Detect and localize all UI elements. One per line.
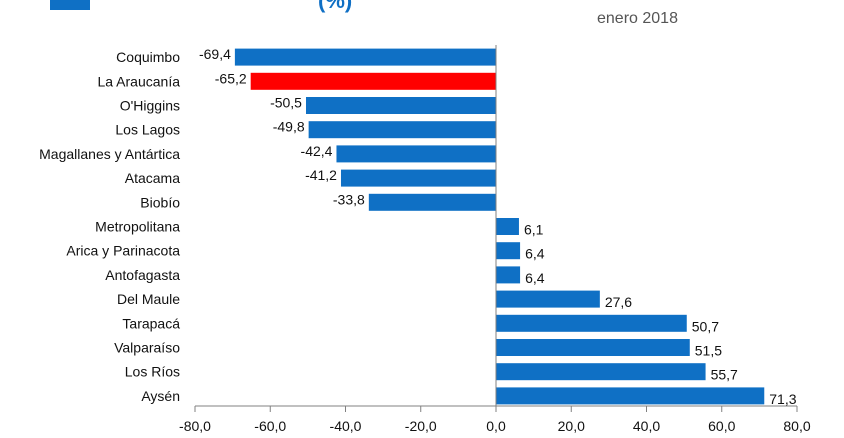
x-tick-label: 0,0	[486, 418, 506, 434]
bar	[336, 145, 496, 163]
category-label: Biobío	[140, 194, 180, 210]
category-label: Aysén	[141, 388, 180, 404]
value-label: 71,3	[769, 391, 796, 407]
bar	[340, 169, 496, 187]
category-label: Metropolitana	[95, 219, 180, 235]
value-label: 50,7	[692, 318, 719, 334]
category-label: Coquimbo	[116, 49, 180, 65]
bar	[496, 314, 687, 332]
value-label: -41,2	[305, 167, 337, 183]
chart-title-fragment: (%)	[318, 0, 353, 13]
value-label: -42,4	[301, 143, 333, 159]
bar	[496, 218, 519, 235]
x-tick-label: -20,0	[405, 418, 437, 434]
bar	[368, 193, 496, 211]
category-label: Los Lagos	[115, 122, 180, 138]
period-label: enero 2018	[597, 10, 678, 27]
x-tick-label: -60,0	[254, 418, 286, 434]
x-tick-label: -40,0	[330, 418, 362, 434]
category-label: O'Higgins	[120, 98, 180, 114]
legend-swatch	[50, 0, 90, 10]
category-label: Arica y Parinacota	[66, 243, 180, 259]
bar	[496, 266, 521, 284]
labels-layer: Coquimbo -69,4 La Araucanía -65,2 O'Higgins -…	[39, 46, 797, 407]
category-label: Atacama	[125, 170, 180, 186]
value-label: 6,4	[525, 246, 545, 262]
value-label: -33,8	[333, 191, 365, 207]
bar	[496, 387, 765, 405]
bar	[305, 97, 496, 114]
bar	[308, 121, 496, 139]
category-label: Tarapacá	[122, 315, 180, 331]
category-label: Valparaíso	[114, 340, 180, 356]
bar	[496, 242, 521, 260]
x-tick-label: 60,0	[708, 418, 735, 434]
category-label: Antofagasta	[105, 267, 180, 283]
category-label: La Araucanía	[97, 73, 180, 89]
x-tick-label: 80,0	[783, 418, 810, 434]
bar	[250, 72, 496, 90]
category-label: Los Ríos	[125, 364, 180, 380]
x-tick-label: 40,0	[633, 418, 660, 434]
bar	[496, 290, 600, 308]
bar	[234, 48, 496, 66]
category-label: Del Maule	[117, 291, 180, 307]
bars-layer	[234, 48, 765, 405]
x-tick-label: -80,0	[179, 418, 211, 434]
value-label: 55,7	[711, 367, 738, 383]
value-label: 51,5	[695, 343, 722, 359]
bar	[496, 363, 706, 381]
value-label: -69,4	[199, 46, 231, 62]
value-label: 6,4	[525, 270, 545, 286]
value-label: -50,5	[270, 95, 302, 111]
value-label: 27,6	[605, 294, 632, 310]
x-axis: -80,0 -60,0 -40,0 -20,0 0,0 20,0 40,0 60,0 80,0	[179, 45, 811, 434]
x-tick-label: 20,0	[558, 418, 585, 434]
value-label: -65,2	[215, 70, 247, 86]
bar	[496, 339, 690, 356]
value-label: -49,8	[273, 119, 305, 135]
category-label: Magallanes y Antártica	[39, 146, 180, 162]
value-label: 6,1	[524, 222, 544, 238]
